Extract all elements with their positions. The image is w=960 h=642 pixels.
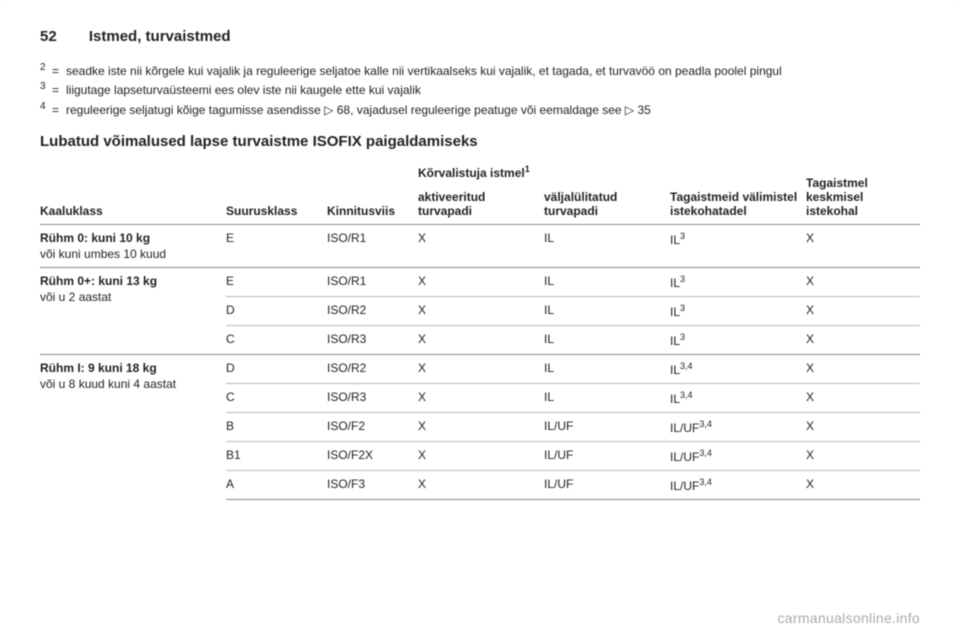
cell-rear-outer: IL3	[670, 225, 806, 268]
cell-front-off: X	[418, 413, 544, 442]
footnotes-block: 2=seadke iste nii kõrgele kui vajalik ja…	[40, 63, 920, 119]
footnote-row: 2=seadke iste nii kõrgele kui vajalik ja…	[40, 63, 920, 80]
footnote-eq: =	[52, 82, 66, 99]
cell-front-on: IL/UF	[544, 471, 670, 500]
cell-front-off: X	[418, 471, 544, 500]
footnote-eq: =	[52, 102, 66, 119]
cell-fixture: ISO/F2X	[327, 442, 418, 471]
cell-size: E	[226, 268, 327, 297]
cell-fixture: ISO/R1	[327, 268, 418, 297]
cell-front-on: IL	[544, 225, 670, 268]
cell-size: C	[226, 326, 327, 355]
cell-front-on: IL	[544, 384, 670, 413]
cell-rear-center: X	[806, 326, 920, 355]
cell-rear-outer: IL3	[670, 326, 806, 355]
weight-sublabel: või kuni umbes 10 kuud	[40, 247, 220, 261]
cell-front-off: X	[418, 442, 544, 471]
manual-page: 52 Istmed, turvaistmed 2=seadke iste nii…	[0, 0, 960, 642]
cell-rear-outer: IL3,4	[670, 384, 806, 413]
footnote-text: reguleerige seljatugi kõige tagumisse as…	[66, 102, 920, 119]
cell-size: E	[226, 225, 327, 268]
cell-rear-outer: IL/UF3,4	[670, 471, 806, 500]
th-rear-center: Tagaistmel keskmisel istekohal	[806, 160, 920, 225]
cell-rear-center: X	[806, 384, 920, 413]
cell-rear-outer: IL3	[670, 268, 806, 297]
cell-fixture: ISO/R2	[327, 297, 418, 326]
cell-weight-group: Rühm I: 9 kuni 18 kg või u 8 kuud kuni 4 …	[40, 355, 226, 500]
table-row: Rühm 0: kuni 10 kg või kuni umbes 10 kuud…	[40, 225, 920, 268]
cell-rear-outer: IL/UF3,4	[670, 413, 806, 442]
cell-size: D	[226, 297, 327, 326]
th-weight: Kaaluklass	[40, 160, 226, 225]
cell-rear-center: X	[806, 297, 920, 326]
cell-front-off: X	[418, 355, 544, 384]
cell-fixture: ISO/R2	[327, 355, 418, 384]
cell-weight-group: Rühm 0: kuni 10 kg või kuni umbes 10 kuud	[40, 225, 226, 268]
cell-front-on: IL	[544, 326, 670, 355]
cell-fixture: ISO/F3	[327, 471, 418, 500]
footnote-row: 3=liigutage lapseturvaüsteemi ees olev i…	[40, 82, 920, 99]
cell-rear-center: X	[806, 413, 920, 442]
weight-label: Rühm 0: kuni 10 kg	[40, 231, 150, 245]
cell-rear-center: X	[806, 442, 920, 471]
cell-size: B	[226, 413, 327, 442]
page-title: Istmed, turvaistmed	[89, 28, 231, 45]
table-row: Rühm I: 9 kuni 18 kgvõi u 8 kuud kuni 4 …	[40, 355, 920, 384]
footnote-sup: 2	[40, 61, 52, 76]
th-front-group: Kõrvalistuja istmel1	[418, 160, 670, 186]
cell-front-on: IL/UF	[544, 413, 670, 442]
weight-sublabel: või u 2 aastat	[40, 290, 220, 304]
cell-front-on: IL	[544, 268, 670, 297]
cell-rear-outer: IL/UF3,4	[670, 442, 806, 471]
weight-label: Rühm I: 9 kuni 18 kg	[40, 361, 157, 375]
th-front-off: aktiveeritud turvapadi	[418, 186, 544, 225]
footnote-sup: 4	[40, 100, 52, 115]
footnote-text: seadke iste nii kõrgele kui vajalik ja r…	[66, 63, 920, 80]
th-front-group-sup: 1	[525, 164, 530, 174]
cell-size: B1	[226, 442, 327, 471]
th-fixture: Kinnitusviis	[327, 160, 418, 225]
cell-front-on: IL	[544, 297, 670, 326]
cell-fixture: ISO/R3	[327, 384, 418, 413]
cell-rear-center: X	[806, 268, 920, 297]
footnote-eq: =	[52, 63, 66, 80]
cell-rear-outer: IL3,4	[670, 355, 806, 384]
footnote-sup: 3	[40, 80, 52, 95]
section-subheading: Lubatud võimalused lapse turvaistme ISOF…	[40, 133, 920, 150]
cell-front-off: X	[418, 225, 544, 268]
cell-size: D	[226, 355, 327, 384]
cell-front-on: IL/UF	[544, 442, 670, 471]
cell-front-on: IL	[544, 355, 670, 384]
table-body: Rühm 0: kuni 10 kg või kuni umbes 10 kuud…	[40, 225, 920, 500]
cell-rear-center: X	[806, 355, 920, 384]
cell-front-off: X	[418, 268, 544, 297]
footnote-row: 4=reguleerige seljatugi kõige tagumisse …	[40, 102, 920, 119]
cell-weight-group: Rühm 0+: kuni 13 kg või u 2 aastat	[40, 268, 226, 355]
cell-front-off: X	[418, 384, 544, 413]
cell-rear-center: X	[806, 225, 920, 268]
cell-front-off: X	[418, 326, 544, 355]
th-front-group-label: Kõrvalistuja istmel	[418, 166, 525, 180]
th-size: Suurusklass	[226, 160, 327, 225]
cell-fixture: ISO/F2	[327, 413, 418, 442]
cell-rear-outer: IL3	[670, 297, 806, 326]
page-number: 52	[40, 28, 57, 45]
cell-fixture: ISO/R3	[327, 326, 418, 355]
watermark: carmanualsonline.info	[778, 610, 921, 626]
page-header: 52 Istmed, turvaistmed	[40, 28, 920, 45]
cell-front-off: X	[418, 297, 544, 326]
th-front-on: väljalülitatud turvapadi	[544, 186, 670, 225]
cell-size: A	[226, 471, 327, 500]
table-row: Rühm 0+: kuni 13 kgvõi u 2 aastatEISO/R1…	[40, 268, 920, 297]
weight-label: Rühm 0+: kuni 13 kg	[40, 274, 157, 288]
cell-size: C	[226, 384, 327, 413]
th-rear-outer: Tagaistmeid välimistel istekohatadel	[670, 160, 806, 225]
isofix-table: Kaaluklass Suurusklass Kinnitusviis Kõrv…	[40, 160, 920, 500]
cell-rear-center: X	[806, 471, 920, 500]
cell-fixture: ISO/R1	[327, 225, 418, 268]
weight-sublabel: või u 8 kuud kuni 4 aastat	[40, 377, 220, 391]
footnote-text: liigutage lapseturvaüsteemi ees olev ist…	[66, 82, 920, 99]
